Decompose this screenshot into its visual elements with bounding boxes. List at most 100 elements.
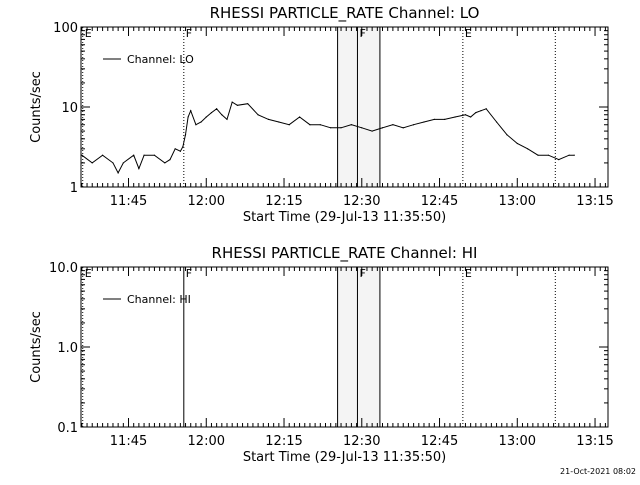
panel-hi: E F F E 0.1 1.0 10.0 11:45 12:00 12:15 12:30 12:45 1… <box>29 244 614 465</box>
x-tick-label: 12:15 <box>265 194 302 209</box>
y-axis-label: Counts/sec <box>29 71 44 143</box>
data-point <box>182 145 184 148</box>
data-point <box>101 154 104 156</box>
data-point <box>309 124 311 126</box>
data-point <box>475 112 477 114</box>
shaded-span <box>337 267 380 427</box>
data-point <box>516 142 518 145</box>
data-point <box>187 116 189 118</box>
event-marker-label: E <box>85 27 92 40</box>
data-point <box>169 159 171 161</box>
data-point <box>288 124 290 126</box>
x-tick-label: 12:15 <box>265 434 302 449</box>
event-marker-label: F <box>186 27 192 40</box>
data-point <box>537 154 539 156</box>
data-point <box>464 114 467 116</box>
data-point <box>330 127 332 129</box>
data-point <box>247 103 249 105</box>
data-point <box>454 116 456 118</box>
data-point <box>210 112 213 114</box>
data-point <box>444 118 446 120</box>
data-point <box>190 110 192 112</box>
x-tick-label: 12:00 <box>188 434 225 449</box>
data-point <box>392 124 394 126</box>
data-point <box>573 154 575 156</box>
y-tick-label: 10.0 <box>49 261 78 276</box>
legend-entry: Channel: LO <box>127 53 194 66</box>
data-point <box>278 121 280 123</box>
data-point <box>153 154 156 156</box>
x-tick-label: 11:45 <box>110 194 147 209</box>
data-point <box>527 148 529 150</box>
data-point <box>381 127 384 129</box>
legend-entry: Channel: HI <box>127 293 191 306</box>
data-point <box>470 116 472 118</box>
data-point <box>122 162 124 164</box>
data-point <box>205 116 207 118</box>
data-point <box>81 154 83 156</box>
data-point <box>133 154 135 156</box>
series-line <box>81 101 575 174</box>
data-point <box>91 162 93 164</box>
shaded-span <box>337 27 380 187</box>
data-point <box>138 167 140 170</box>
data-point <box>236 104 238 106</box>
x-tick-label: 12:45 <box>421 434 458 449</box>
chart-title: RHESSI PARTICLE_RATE Channel: LO <box>210 4 480 23</box>
data-point <box>495 121 498 123</box>
y-tick-label: 1 <box>70 181 78 196</box>
data-point <box>319 124 321 126</box>
x-tick-label: 13:15 <box>576 434 613 449</box>
x-tick-label: 13:00 <box>499 434 536 449</box>
data-point <box>216 108 218 110</box>
y-tick-label: 100 <box>53 21 78 36</box>
data-point <box>350 124 353 126</box>
x-axis-label: Start Time (29-Jul-13 11:35:50) <box>243 450 446 465</box>
event-marker-label: E <box>465 27 472 40</box>
data-point <box>226 118 228 120</box>
data-point <box>371 130 373 132</box>
x-tick-label: 13:15 <box>576 194 613 209</box>
footer-timestamp: 21-Oct-2021 08:02 <box>560 467 636 476</box>
event-marker-label: F <box>359 27 365 40</box>
y-axis-label: Counts/sec <box>29 311 44 383</box>
data-point <box>361 127 363 129</box>
event-marker-label: E <box>465 267 472 280</box>
data-point <box>433 118 435 120</box>
data-point <box>195 124 197 126</box>
y-tick-label: 0.1 <box>57 421 78 436</box>
data-point <box>558 159 560 161</box>
data-point <box>402 127 404 129</box>
data-point <box>174 148 176 150</box>
data-point <box>423 121 425 123</box>
y-tick-label: 10 <box>61 101 78 116</box>
x-tick-label: 13:00 <box>499 194 536 209</box>
data-point <box>506 134 508 136</box>
panel-lo: E F F E 1 10 100 11:45 12:00 12:15 12:30 12:45 13:00… <box>29 4 614 225</box>
data-point <box>547 154 549 156</box>
data-point <box>267 118 270 120</box>
x-tick-label: 12:45 <box>421 194 458 209</box>
data-point <box>184 134 187 136</box>
data-point <box>298 116 301 118</box>
data-point <box>568 154 570 156</box>
data-point <box>179 150 181 152</box>
chart-title: RHESSI PARTICLE_RATE Channel: HI <box>212 244 478 263</box>
data-point <box>112 162 114 164</box>
event-marker-label: E <box>85 267 92 280</box>
data-point <box>413 124 415 126</box>
x-tick-label: 11:45 <box>110 434 147 449</box>
y-tick-label: 1.0 <box>57 341 78 356</box>
x-tick-label: 12:30 <box>343 434 380 449</box>
data-point <box>164 162 166 164</box>
x-tick-label: 12:00 <box>188 194 225 209</box>
data-point <box>480 110 482 112</box>
data-point <box>485 108 487 110</box>
data-point <box>221 114 223 116</box>
data-point <box>340 127 342 129</box>
data-point <box>143 154 145 156</box>
data-point <box>231 101 233 103</box>
data-point <box>200 121 202 123</box>
data-point <box>117 172 119 174</box>
